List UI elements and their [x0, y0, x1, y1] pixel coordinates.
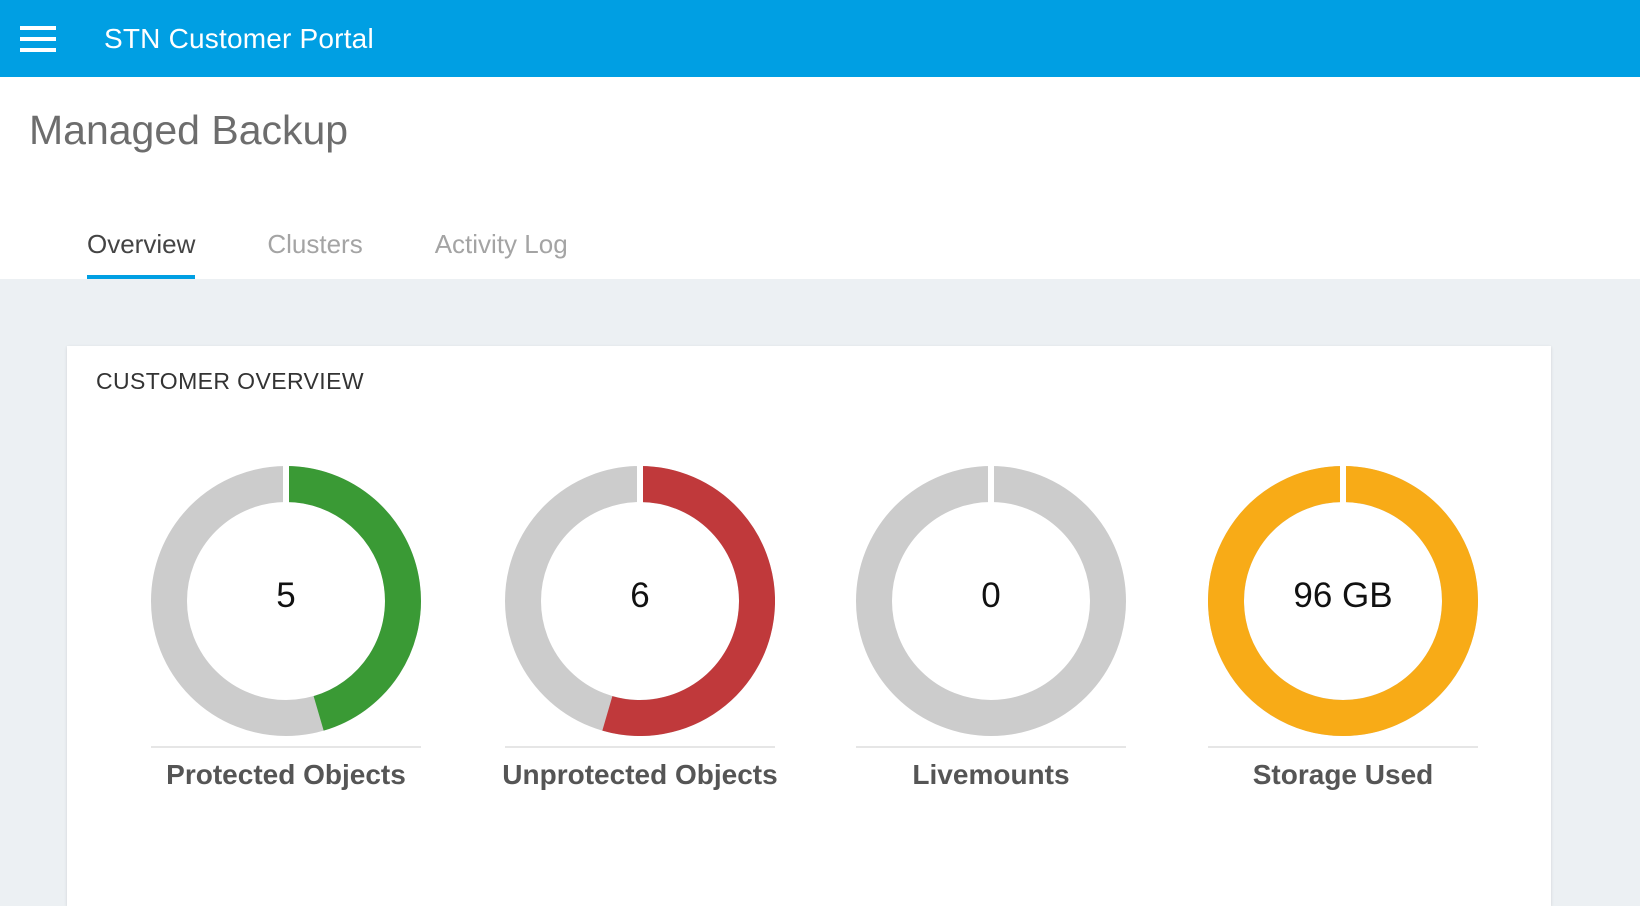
hamburger-menu-button[interactable]	[8, 0, 68, 77]
protected-objects-donut	[151, 466, 421, 736]
donut-arc	[285, 466, 421, 731]
unprotected-objects-label: Unprotected Objects	[502, 759, 778, 790]
page-title: Managed Backup	[29, 107, 349, 153]
protected-objects-value: 5	[276, 576, 296, 615]
metric-protected-objects[interactable]: 5 Protected Objects	[151, 466, 421, 796]
card-title: CUSTOMER OVERVIEW	[96, 368, 364, 394]
tab-activity-log[interactable]: Activity Log	[434, 229, 568, 259]
storage-used-donut	[1208, 466, 1478, 736]
metric-storage-used[interactable]: 96 GB Storage Used	[1208, 466, 1478, 796]
unprotected-objects-value: 6	[630, 576, 650, 615]
tab-overview[interactable]: Overview	[66, 214, 216, 279]
metric-unprotected-objects[interactable]: 6 Unprotected Objects	[502, 466, 778, 796]
donut-arc	[602, 466, 775, 736]
metric-livemounts[interactable]: 0 Livemounts	[856, 466, 1126, 796]
storage-used-value: 96 GB	[1293, 576, 1393, 615]
top-bar: STN Customer Portal	[0, 0, 1640, 77]
tab-bar: Overview Clusters Activity Log	[66, 214, 619, 279]
divider	[1208, 746, 1478, 748]
divider	[505, 746, 775, 748]
app-title: STN Customer Portal	[104, 22, 374, 54]
livemounts-value: 0	[981, 576, 1001, 615]
page-header: Managed Backup Overview Clusters Activit…	[0, 77, 1640, 279]
livemounts-donut	[856, 466, 1126, 736]
divider	[856, 746, 1126, 748]
tab-clusters[interactable]: Clusters	[267, 229, 363, 259]
divider	[151, 746, 421, 748]
storage-used-label: Storage Used	[1252, 759, 1434, 790]
customer-overview-card: CUSTOMER OVERVIEW 5 Protected Objects 6 …	[67, 346, 1551, 906]
donut-arc	[1208, 466, 1478, 736]
hamburger-menu-icon	[20, 25, 56, 52]
unprotected-objects-donut	[505, 466, 775, 736]
protected-objects-label: Protected Objects	[166, 759, 406, 790]
livemounts-label: Livemounts	[912, 759, 1070, 790]
